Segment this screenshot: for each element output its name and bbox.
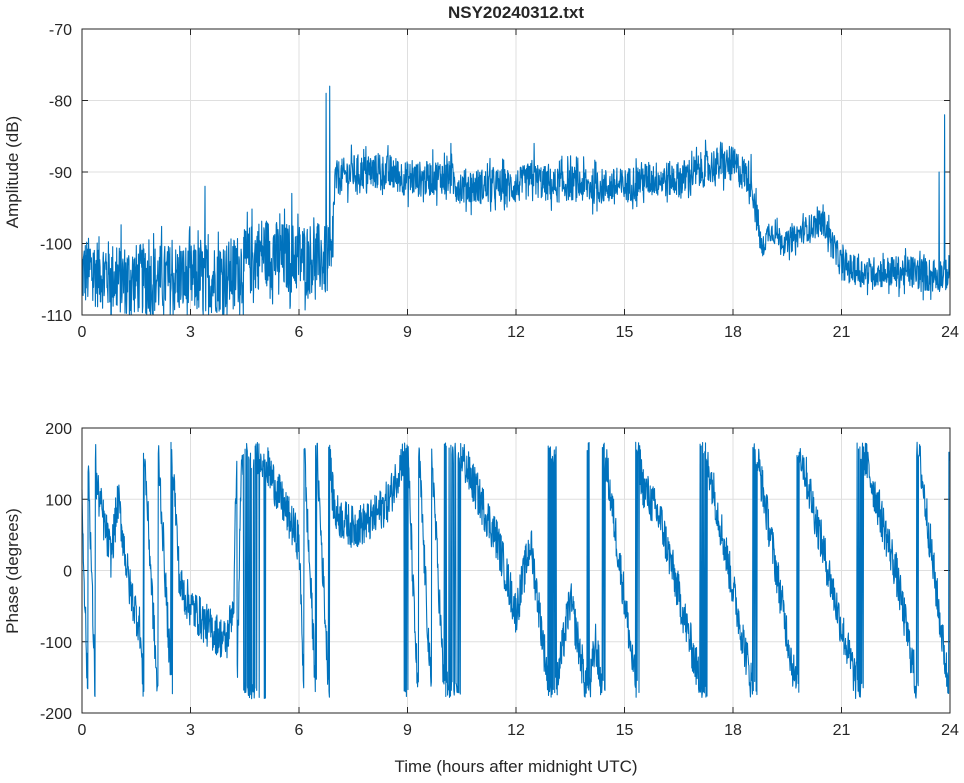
axes-box: [81, 28, 951, 316]
y-tick-label: 100: [45, 492, 72, 509]
y-tick-label: 0: [63, 564, 72, 581]
amplitude-y-label: Amplitude (dB): [3, 116, 22, 228]
x-tick-label: 3: [186, 324, 195, 341]
x-tick-label: 3: [186, 722, 195, 739]
amplitude-axes: 0 3 6 9 12 15 18 21 24 -110 -100 -90 -80 -70: [40, 22, 959, 341]
amplitude-series-line: [81, 85, 951, 316]
x-tick-label: 24: [941, 722, 959, 739]
phase-series-line: [81, 441, 951, 700]
x-tick-label: 9: [403, 722, 412, 739]
y-tick-label: -90: [49, 165, 72, 182]
phase-axes: 0 3 6 9 12 15 18 21 24 -200 -100 0 100 200: [40, 421, 959, 739]
x-tick-label: 0: [78, 722, 87, 739]
x-tick-label: 21: [833, 324, 851, 341]
x-tick-label: 15: [616, 324, 634, 341]
x-tick-label: 6: [295, 722, 304, 739]
axes-box: [81, 427, 951, 714]
y-tick-label: 200: [45, 421, 72, 438]
x-tick-label: 12: [507, 324, 525, 341]
x-tick-label: 9: [403, 324, 412, 341]
y-tick-label: -110: [41, 308, 72, 325]
y-tick-label: -200: [40, 706, 72, 723]
y-tick-label: -80: [49, 94, 72, 111]
y-tick-label: -70: [49, 22, 72, 39]
y-tick-label: -100: [40, 237, 72, 254]
y-tick-label: -100: [40, 635, 72, 652]
x-tick-label: 24: [941, 324, 959, 341]
x-tick-label: 12: [507, 722, 525, 739]
x-axis-label: Time (hours after midnight UTC): [394, 757, 637, 776]
x-tick-label: 18: [724, 722, 742, 739]
x-tick-label: 0: [78, 324, 87, 341]
phase-y-label: Phase (degrees): [3, 508, 22, 634]
x-tick-label: 21: [833, 722, 851, 739]
x-tick-label: 6: [295, 324, 304, 341]
x-tick-label: 18: [724, 324, 742, 341]
chart-title: NSY20240312.txt: [448, 3, 584, 22]
x-tick-label: 15: [616, 722, 634, 739]
